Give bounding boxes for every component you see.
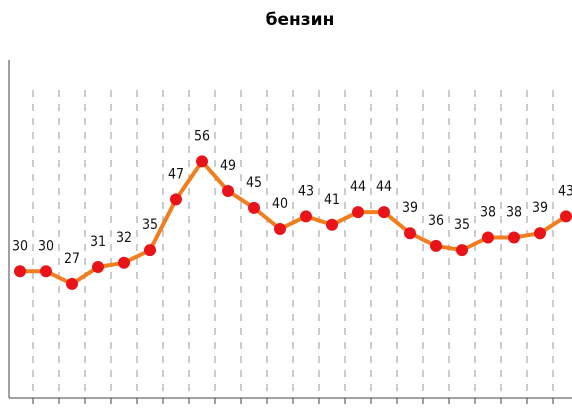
marker	[300, 210, 312, 223]
value-label: 36	[428, 213, 444, 229]
value-label: 30	[38, 238, 54, 254]
value-label: 47	[168, 166, 184, 182]
value-label: 44	[350, 179, 366, 195]
value-label: 27	[64, 251, 80, 267]
marker	[66, 277, 78, 290]
chart-title: бензин	[266, 10, 335, 30]
value-label: 39	[402, 200, 418, 216]
value-label: 35	[454, 217, 470, 233]
line	[20, 159, 568, 286]
value-label: 41	[324, 192, 340, 208]
marker	[274, 223, 286, 235]
value-label: 43	[298, 183, 314, 199]
marker	[534, 227, 546, 240]
marker	[92, 261, 104, 274]
value-label: 32	[116, 230, 132, 246]
marker	[430, 239, 442, 252]
marker	[352, 206, 364, 219]
marker	[248, 201, 260, 214]
marker	[14, 265, 26, 278]
marker	[378, 206, 390, 219]
marker	[170, 193, 182, 206]
value-label: 39	[532, 200, 548, 216]
marker	[482, 231, 494, 244]
value-label: 35	[142, 217, 158, 233]
marker	[404, 227, 416, 240]
marker	[196, 155, 208, 168]
value-label: 56	[194, 128, 210, 144]
value-label: 43	[558, 183, 572, 199]
marker	[326, 218, 338, 231]
value-label: 44	[376, 179, 392, 195]
marker	[222, 184, 234, 197]
value-label: 49	[220, 158, 236, 174]
value-label: 38	[506, 204, 522, 220]
marker	[456, 244, 468, 257]
marker	[144, 244, 156, 257]
value-label: 30	[12, 238, 28, 254]
marker	[560, 210, 572, 223]
value-label: 40	[272, 196, 288, 212]
marker	[508, 231, 520, 244]
value-label: 38	[480, 204, 496, 220]
marker	[118, 256, 130, 269]
value-label: 31	[90, 234, 106, 250]
marker	[40, 265, 52, 278]
value-label: 45	[246, 175, 262, 191]
